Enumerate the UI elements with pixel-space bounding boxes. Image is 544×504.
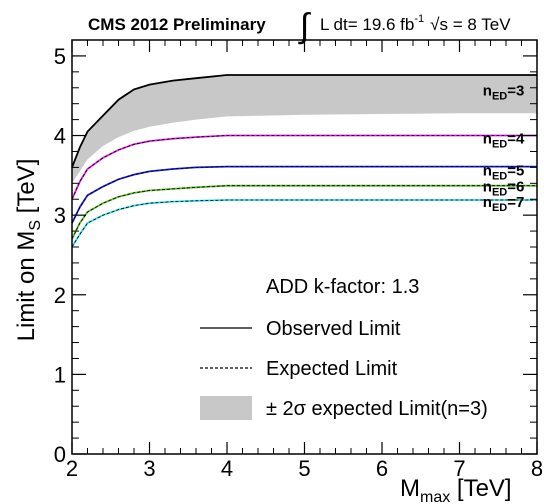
expected-line-n3 xyxy=(71,74,537,168)
series-label-n3: nED=3 xyxy=(483,83,525,103)
x-tick-label: 5 xyxy=(298,456,310,481)
series-label-n6: nED=6 xyxy=(483,178,525,198)
legend-observed-label: Observed Limit xyxy=(266,318,401,340)
series-label-n5: nED=5 xyxy=(483,162,525,182)
plot-frame xyxy=(71,39,538,455)
lumi-text: L dt= 19.6 fb xyxy=(320,15,414,34)
y-tick-label: 5 xyxy=(54,44,66,69)
experiment-label: CMS 2012 Preliminary xyxy=(88,15,266,34)
legend-band-label: ± 2σ expected Limit(n=3) xyxy=(266,398,488,420)
legend-title: ADD k-factor: 1.3 xyxy=(266,276,419,298)
observed-line-n6 xyxy=(71,184,537,240)
y-tick-label: 2 xyxy=(54,283,66,308)
band-layer xyxy=(72,75,537,184)
sqrt-symbol: √ xyxy=(430,15,440,34)
expected-line-n6 xyxy=(71,185,537,240)
y-tick-label: 3 xyxy=(54,203,66,228)
series-label-n4: nED=4 xyxy=(483,131,525,151)
x-tick-label: 8 xyxy=(531,456,543,481)
x-axis-title: Mmax [TeV] xyxy=(400,475,512,504)
expected-band-n3 xyxy=(72,75,537,184)
lumi-exponent: -1 xyxy=(414,13,424,25)
expected-line-n5 xyxy=(71,166,537,224)
expected-line-n4 xyxy=(71,135,537,200)
x-tick-label: 4 xyxy=(221,456,233,481)
series-label-n7: nED=7 xyxy=(483,194,525,214)
energy-text: s = 8 TeV xyxy=(440,15,512,34)
x-tick-label: 7 xyxy=(453,456,465,481)
integral-symbol: ∫ xyxy=(298,7,311,45)
lumi-label: L dt= 19.6 fb-1 √s = 8 TeV xyxy=(320,13,511,34)
y-axis-title: Limit on MS [TeV] xyxy=(13,159,44,342)
series-layer xyxy=(71,74,537,248)
x-tick-label: 6 xyxy=(376,456,388,481)
x-tick-label: 2 xyxy=(66,456,78,481)
legend-expected-label: Expected Limit xyxy=(266,358,398,380)
y-tick-label: 1 xyxy=(54,362,66,387)
legend: ADD k-factor: 1.3 Observed Limit Expecte… xyxy=(200,276,488,420)
legend-band-swatch xyxy=(200,396,252,420)
observed-line-n5 xyxy=(71,165,537,224)
axis-ticks: 2 3 4 5 6 7 8 0 1 2 3 4 5 xyxy=(54,39,543,481)
x-tick-label: 3 xyxy=(143,456,155,481)
y-tick-label: 4 xyxy=(54,124,66,149)
y-tick-label: 0 xyxy=(54,442,66,467)
expected-line-n7 xyxy=(71,199,537,248)
observed-line-n7 xyxy=(71,199,537,248)
